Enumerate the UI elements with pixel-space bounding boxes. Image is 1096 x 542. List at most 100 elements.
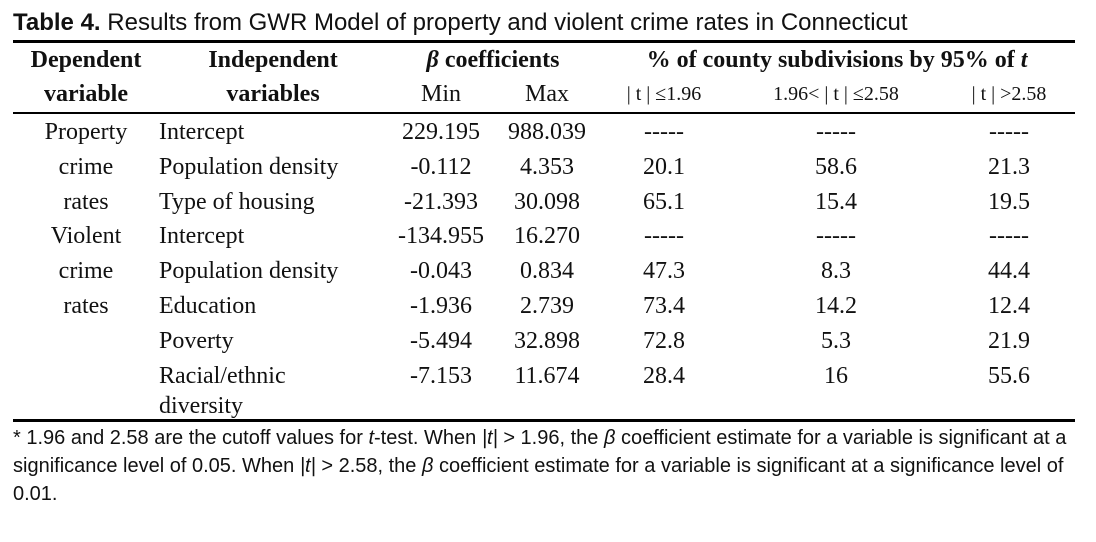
table-row: Population density -0.043 0.834 47.3 8.3… bbox=[13, 254, 1075, 289]
max-cell: 30.098 bbox=[514, 188, 580, 215]
pct3-cell bbox=[943, 393, 1075, 419]
pct1-cell: 20.1 bbox=[643, 153, 685, 180]
header-row-2: variable variables Min Max | t | ≤1.96 1… bbox=[13, 77, 1075, 111]
pct1-cell: 65.1 bbox=[643, 188, 685, 215]
max-cell: 4.353 bbox=[520, 153, 574, 180]
header-rule bbox=[13, 112, 1075, 114]
pct1-cell: 47.3 bbox=[643, 258, 685, 285]
caption-label: Table 4. bbox=[13, 9, 101, 36]
pct2-cell: 5.3 bbox=[821, 327, 851, 354]
max-cell: 32.898 bbox=[514, 327, 580, 354]
table-figure: Table 4. Results from GWR Model of prope… bbox=[13, 8, 1075, 508]
pct3-cell: ----- bbox=[989, 223, 1029, 250]
header-t3: | t | >2.58 bbox=[971, 83, 1047, 105]
beta-label: coefficients bbox=[438, 47, 560, 73]
variable-cell: Poverty bbox=[159, 327, 234, 354]
variable-cell: Population density bbox=[159, 258, 339, 285]
top-rule bbox=[13, 40, 1075, 43]
table-row: diversity bbox=[13, 393, 1075, 419]
table-row: Population density -0.112 4.353 20.1 58.… bbox=[13, 150, 1075, 185]
pct2-cell: 14.2 bbox=[815, 292, 857, 319]
header-independent-1: Independent bbox=[208, 47, 338, 73]
pct1-cell bbox=[599, 393, 729, 419]
min-cell: 229.195 bbox=[402, 119, 480, 145]
pct3-cell: 19.5 bbox=[988, 188, 1030, 215]
footnote-beta: β bbox=[421, 455, 434, 478]
dependent-label: Property bbox=[44, 119, 128, 145]
min-cell: -7.153 bbox=[410, 362, 472, 389]
min-cell: -134.955 bbox=[398, 223, 484, 250]
variable-cell: Racial/ethnic bbox=[159, 362, 286, 389]
dependent-cell-violent: Violent crime rates bbox=[13, 219, 159, 419]
max-cell: 11.674 bbox=[514, 362, 580, 389]
table-row: Property crime rates Intercept 229.195 9… bbox=[13, 115, 1075, 215]
pct1-cell: 72.8 bbox=[643, 327, 685, 354]
min-cell: -1.936 bbox=[410, 292, 472, 319]
pct1-cell: ----- bbox=[644, 119, 684, 145]
min-cell: -0.043 bbox=[410, 258, 472, 285]
footnote-abs-t: |t| bbox=[481, 427, 498, 450]
dependent-label: Violent bbox=[50, 223, 122, 250]
footnote-text: coefficient estimate for a variable is s… bbox=[13, 427, 1067, 478]
footnote-text: * 1.96 and 2.58 are the cutoff values fo… bbox=[13, 427, 369, 450]
dependent-label: crime bbox=[58, 258, 114, 285]
header-dependent-1: Dependent bbox=[30, 47, 142, 73]
variable-cell: Type of housing bbox=[159, 188, 315, 215]
caption-text: Results from GWR Model of property and v… bbox=[100, 9, 908, 36]
header-beta: β coefficients bbox=[387, 43, 599, 77]
footnote-text: > 2.58, the bbox=[315, 455, 422, 478]
variable-cell: Intercept bbox=[159, 223, 245, 250]
footnote-beta: β bbox=[603, 427, 616, 450]
pct1-cell: 28.4 bbox=[643, 362, 685, 389]
variable-cell-continuation: diversity bbox=[159, 393, 387, 419]
pct2-cell: 58.6 bbox=[815, 153, 857, 180]
footnote-text: > 1.96, the bbox=[497, 427, 604, 450]
table-row: Education -1.936 2.739 73.4 14.2 12.4 bbox=[13, 289, 1075, 324]
pct1-cell: 73.4 bbox=[643, 292, 685, 319]
bottom-rule bbox=[13, 419, 1075, 423]
min-cell bbox=[387, 393, 495, 419]
table-row: Poverty -5.494 32.898 72.8 5.3 21.9 bbox=[13, 324, 1075, 359]
variable-cell: Population density bbox=[159, 153, 339, 180]
dependent-label: rates bbox=[63, 188, 109, 215]
min-cell: -21.393 bbox=[404, 188, 478, 215]
percent-t: t bbox=[1020, 47, 1028, 73]
min-cell: -0.112 bbox=[410, 153, 472, 180]
dependent-label: rates bbox=[63, 292, 109, 319]
pct2-cell: 16 bbox=[824, 362, 848, 389]
footnote-text: -test. When bbox=[374, 427, 482, 450]
pct2-cell: 15.4 bbox=[815, 188, 857, 215]
dependent-cell-property: Property crime rates bbox=[13, 115, 159, 219]
variable-cell: Education bbox=[159, 292, 257, 319]
min-cell: -5.494 bbox=[410, 327, 472, 354]
table-caption: Table 4. Results from GWR Model of prope… bbox=[13, 8, 1075, 40]
pct3-cell: 12.4 bbox=[988, 292, 1030, 319]
header-t2: 1.96< | t | ≤2.58 bbox=[773, 83, 899, 105]
pct3-cell: 55.6 bbox=[988, 362, 1030, 389]
variable-line: diversity bbox=[159, 393, 243, 420]
pct1-cell: ----- bbox=[644, 223, 684, 250]
header-dependent-2: variable bbox=[44, 81, 128, 107]
header-min: Min bbox=[420, 81, 461, 107]
max-cell: 0.834 bbox=[520, 258, 574, 285]
table-footnote: * 1.96 and 2.58 are the cutoff values fo… bbox=[13, 424, 1075, 508]
footnote-text: coefficient estimate for a variable is s… bbox=[13, 455, 1064, 506]
header-max: Max bbox=[525, 81, 569, 107]
max-cell bbox=[495, 393, 599, 419]
pct2-cell: 8.3 bbox=[821, 258, 851, 285]
percent-label: % of county subdivisions by 95% of bbox=[646, 47, 1021, 73]
table-row: Type of housing -21.393 30.098 65.1 15.4… bbox=[13, 185, 1075, 220]
pct2-cell bbox=[729, 393, 943, 419]
header-percent: % of county subdivisions by 95% of t bbox=[599, 43, 1075, 77]
results-table: Dependent Independent β coefficients % o… bbox=[13, 43, 1075, 419]
footnote-t: t bbox=[368, 427, 374, 450]
variable-cell: Intercept bbox=[159, 119, 245, 145]
pct2-cell: ----- bbox=[816, 223, 856, 250]
header-t1: | t | ≤1.96 bbox=[626, 83, 702, 105]
footnote-abs-t: |t| bbox=[299, 455, 316, 478]
header-row-1: Dependent Independent β coefficients % o… bbox=[13, 43, 1075, 77]
dependent-label: crime bbox=[58, 153, 114, 180]
max-cell: 988.039 bbox=[508, 119, 586, 145]
max-cell: 2.739 bbox=[520, 292, 574, 319]
table-row: Violent crime rates Intercept -134.955 1… bbox=[13, 219, 1075, 319]
